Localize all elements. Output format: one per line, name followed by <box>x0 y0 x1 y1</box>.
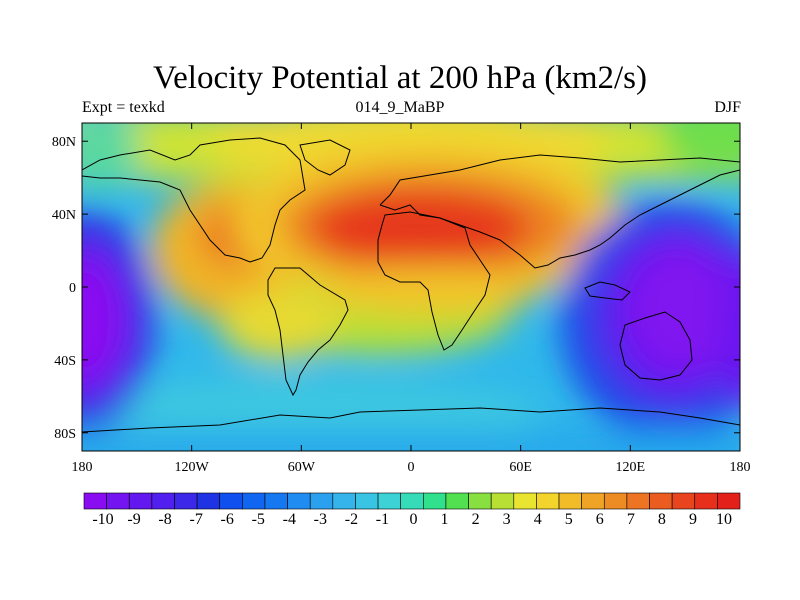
colorbar: -10 -9 -8 -7 -6 -5 -4 -3 -2 -1 0 1 2 3 4 5 6 7 8 9 10 <box>83 492 741 528</box>
colorbar-swatch <box>83 492 107 510</box>
colorbar-label: -4 <box>283 511 296 528</box>
y-axis: 80N 40N 0 40S 80S <box>52 135 740 442</box>
colorbar-swatch <box>174 492 198 510</box>
x-tick-label: 180 <box>730 460 751 475</box>
x-tick-label: 180 <box>72 460 93 475</box>
colorbar-label: 3 <box>503 511 511 528</box>
colorbar-label: -2 <box>345 511 358 528</box>
colorbar-swatch <box>490 492 515 510</box>
x-tick-label: 120W <box>175 460 210 475</box>
coast-maritime <box>584 281 631 301</box>
colorbar-label: -5 <box>252 511 265 528</box>
colorbar-swatch <box>513 492 537 510</box>
colorbar-label: -6 <box>221 511 234 528</box>
colorbar-swatch <box>400 492 424 510</box>
colorbar-label: 10 <box>716 511 732 528</box>
colorbar-swatch <box>151 492 175 510</box>
colorbar-swatch <box>264 492 288 510</box>
x-tick-label: 120E <box>616 460 646 475</box>
colorbar-swatch <box>468 492 492 510</box>
colorbar-label: -7 <box>189 511 202 528</box>
coastlines <box>82 137 740 433</box>
colorbar-swatch <box>377 492 401 510</box>
x-axis: 180 120W 60W 0 60E 120E 180 <box>72 123 751 475</box>
y-tick-label: 40N <box>52 208 76 223</box>
experiment-label: Expt = texkd <box>82 99 165 116</box>
colorbar-swatch <box>196 492 221 510</box>
colorbar-swatch <box>287 492 311 510</box>
coast-north-america <box>82 137 306 263</box>
colorbar-label: -3 <box>314 511 327 528</box>
colorbar-label: 6 <box>596 511 604 528</box>
colorbar-swatch <box>309 492 334 510</box>
colorbar-swatch <box>128 492 153 510</box>
coast-greenland <box>299 139 351 176</box>
colorbar-swatch <box>106 492 130 510</box>
chart-title: Velocity Potential at 200 hPa (km2/s) <box>152 60 648 96</box>
colorbar-label: 4 <box>534 511 542 528</box>
y-tick-label: 0 <box>69 281 76 296</box>
colorbar-swatch <box>445 492 469 510</box>
x-tick-label: 60E <box>509 460 532 475</box>
colorbar-swatch <box>694 492 718 510</box>
coast-africa <box>377 211 491 351</box>
x-tick-label: 0 <box>408 460 415 475</box>
y-tick-label: 80N <box>52 135 76 150</box>
y-tick-label: 80S <box>54 427 76 442</box>
colorbar-swatch <box>649 492 673 510</box>
colorbar-label: 8 <box>658 511 666 528</box>
colorbar-label: 5 <box>565 511 573 528</box>
colorbar-label: -9 <box>127 511 140 528</box>
x-tick-label: 60W <box>288 460 316 475</box>
colorbar-swatch <box>219 492 243 510</box>
run-label: 014_9_MaBP <box>355 99 445 116</box>
colorbar-swatch <box>423 492 447 510</box>
colorbar-label: -10 <box>92 511 113 528</box>
colorbar-label: -8 <box>158 511 171 528</box>
colorbar-swatch <box>603 492 628 510</box>
contour-field <box>82 123 740 451</box>
colorbar-label: -1 <box>376 511 389 528</box>
colorbar-swatch <box>242 492 266 510</box>
colorbar-label: 9 <box>689 511 697 528</box>
colorbar-swatch <box>355 492 379 510</box>
coast-south-america <box>267 267 349 397</box>
colorbar-swatch <box>671 492 696 510</box>
y-tick-label: 40S <box>54 354 76 369</box>
colorbar-label: 7 <box>627 511 635 528</box>
colorbar-swatch <box>581 492 605 510</box>
colorbar-swatch <box>332 492 356 510</box>
colorbar-swatch <box>626 492 650 510</box>
colorbar-swatch <box>717 492 741 510</box>
colorbar-swatch <box>558 492 582 510</box>
colorbar-label: 1 <box>441 511 449 528</box>
coast-australia <box>619 311 693 381</box>
season-label: DJF <box>714 99 741 116</box>
colorbar-label: 0 <box>410 511 418 528</box>
colorbar-swatch <box>536 492 560 510</box>
coast-antarctica <box>82 407 740 433</box>
colorbar-label: 2 <box>472 511 480 528</box>
